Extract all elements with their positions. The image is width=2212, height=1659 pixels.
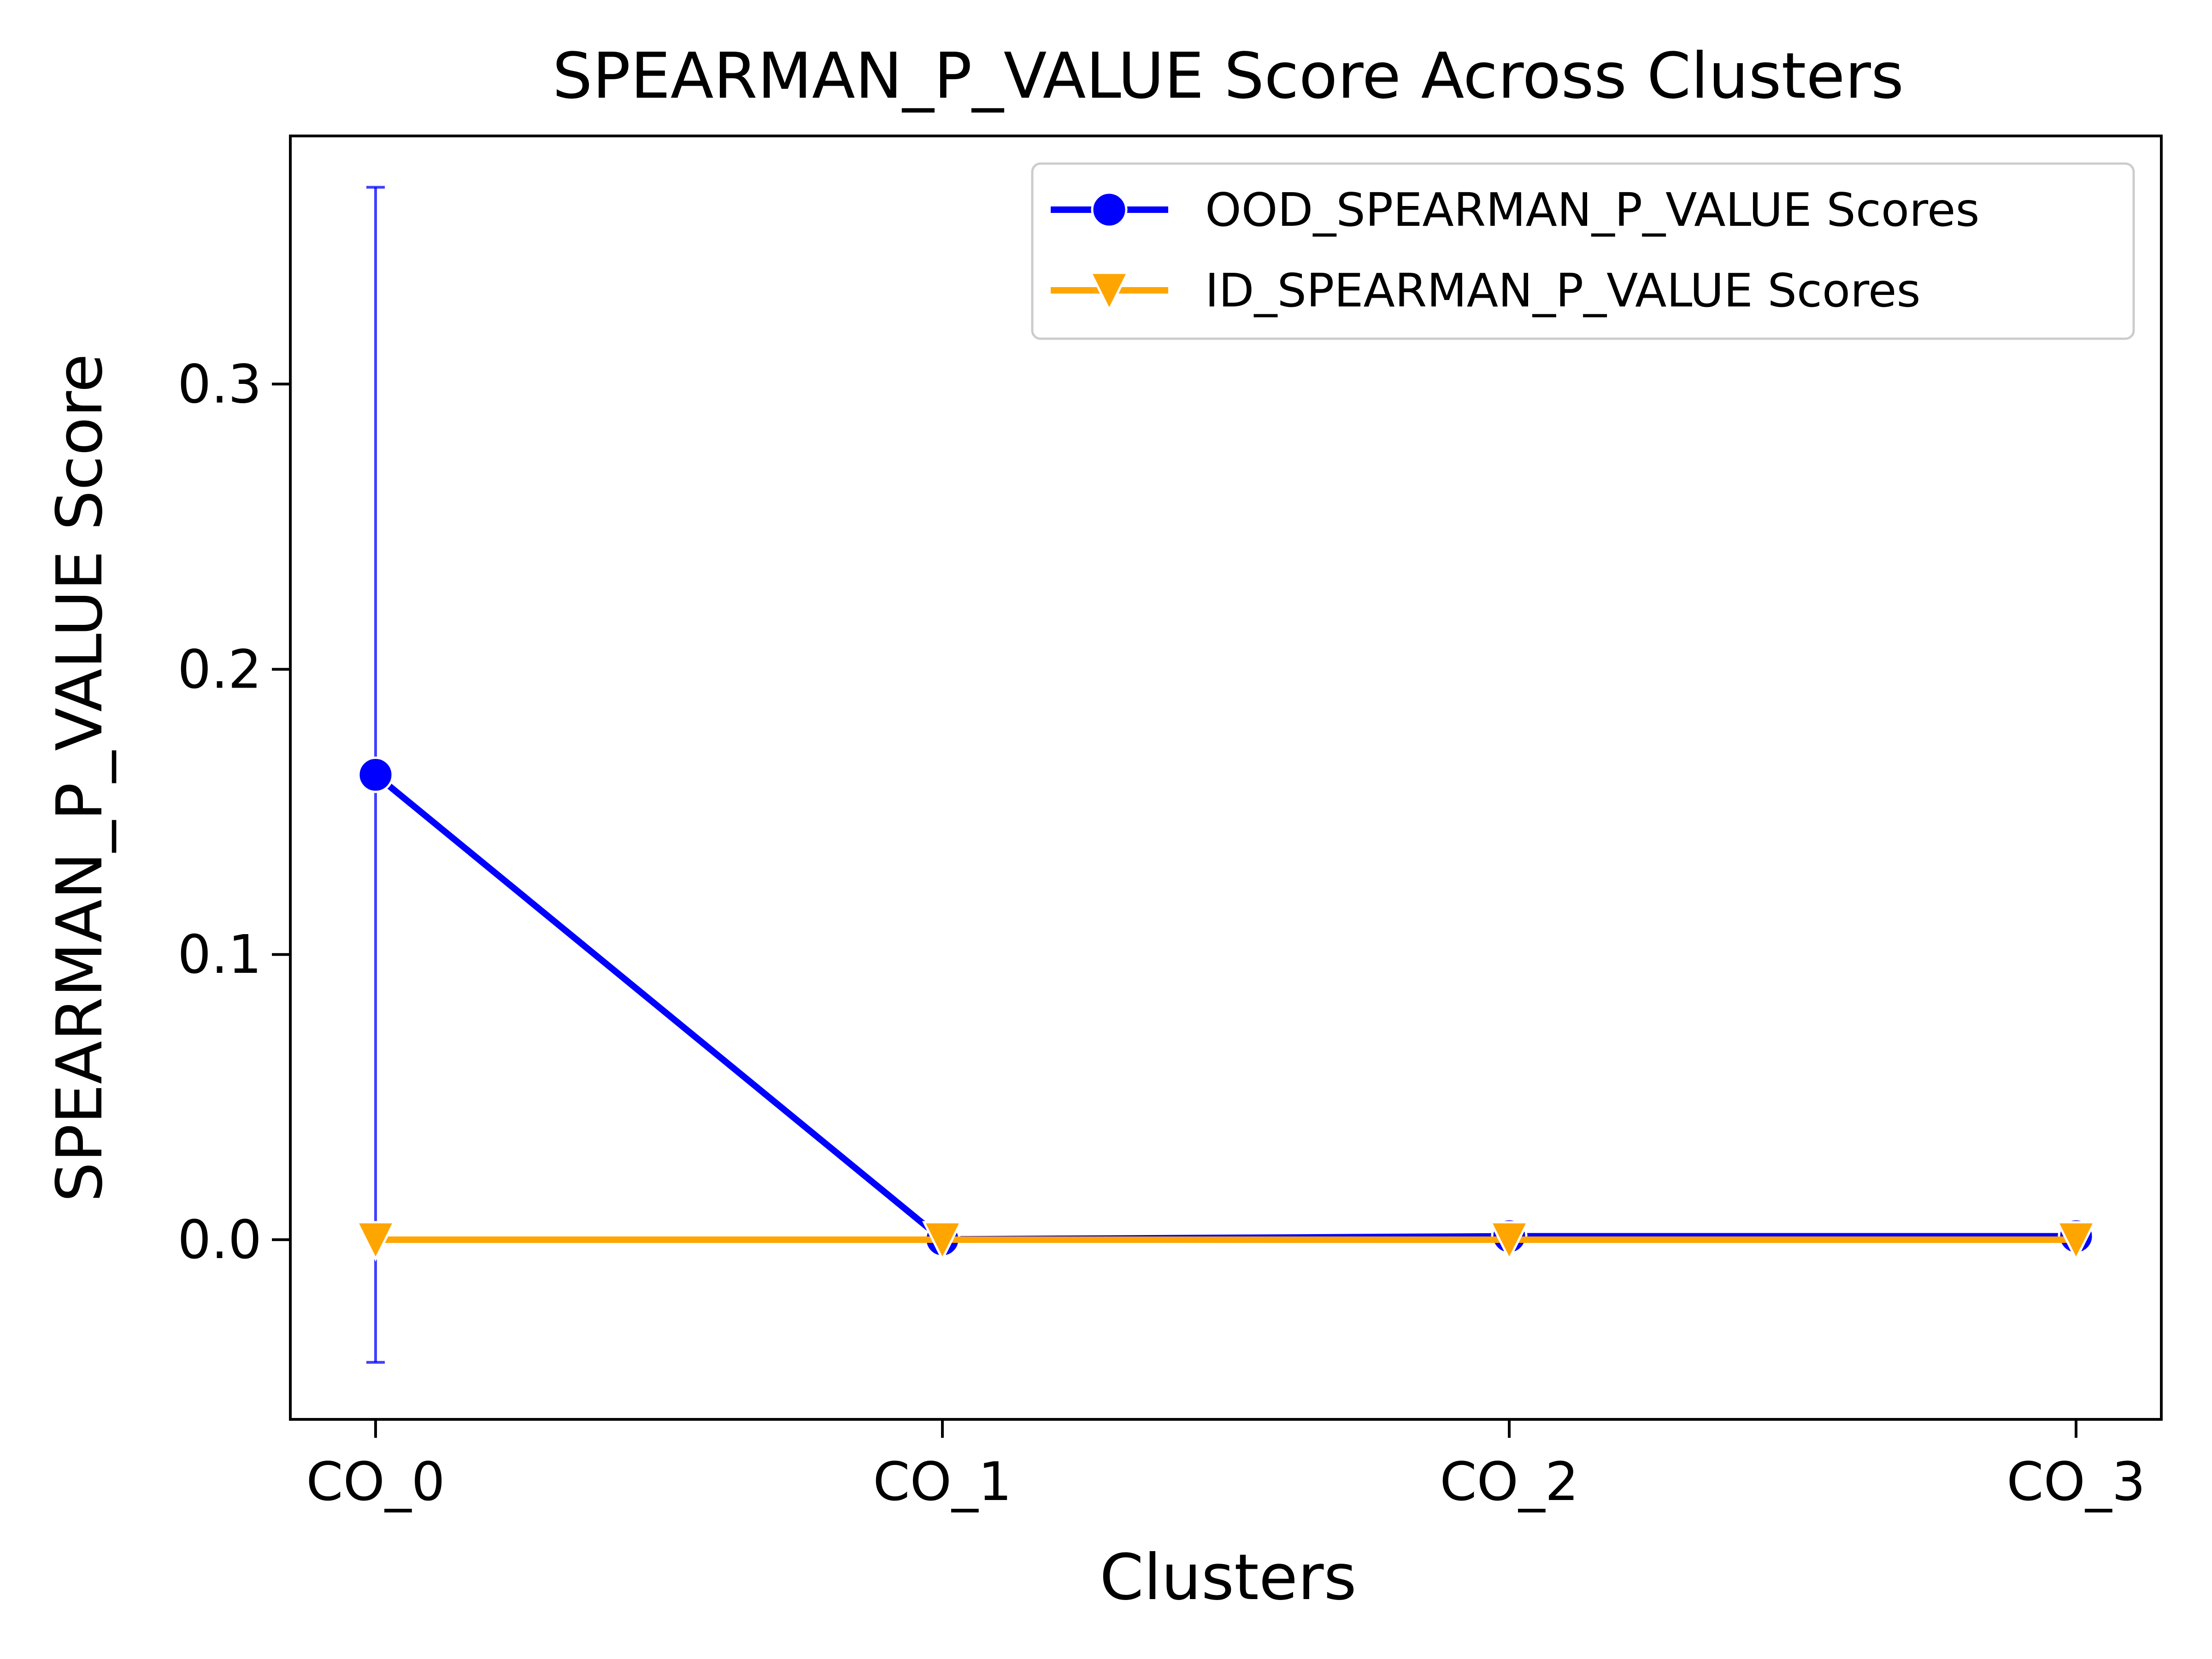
ood-legend-marker [1091,191,1128,228]
id-legend-item: ID_SPEARMAN_P_VALUE Scores [1051,264,1921,318]
id-point [922,1221,963,1262]
ood-legend-label: OOD_SPEARMAN_P_VALUE Scores [1205,183,1980,237]
x-tick-label: CO_1 [873,1451,1012,1513]
y-tick-label: 0.0 [177,1209,262,1271]
y-tick-label: 0.2 [177,639,262,700]
y-tick-label: 0.3 [177,353,262,415]
plot-area [355,186,2097,1364]
y-tick-label: 0.1 [177,924,262,986]
ood-legend-item: OOD_SPEARMAN_P_VALUE Scores [1051,183,1980,237]
id-legend-marker [1088,271,1130,312]
x-tick-label: CO_3 [2006,1451,2145,1513]
id-point [355,1221,396,1262]
y-axis-label: SPEARMAN_P_VALUE Score [43,353,117,1202]
id-series [355,1221,2097,1262]
axes-frame [289,135,2163,1421]
id-point [1488,1221,1530,1262]
id-point [2055,1221,2097,1262]
legend: OOD_SPEARMAN_P_VALUE Scores ID_SPEARMAN_P… [1031,162,2135,340]
ood-point [357,756,394,793]
x-tick-label: CO_0 [306,1451,445,1513]
axes: 0.0 0.1 0.2 0.3 CO_0 CO_1 CO_2 CO_3 [177,135,2163,1513]
legend-frame [1031,162,2135,340]
chart-title: SPEARMAN_P_VALUE Score Across Clusters [553,40,1904,113]
id-legend-label: ID_SPEARMAN_P_VALUE Scores [1205,264,1921,318]
x-axis-label: Clusters [1100,1541,1357,1614]
x-tick-label: CO_2 [1440,1451,1578,1513]
